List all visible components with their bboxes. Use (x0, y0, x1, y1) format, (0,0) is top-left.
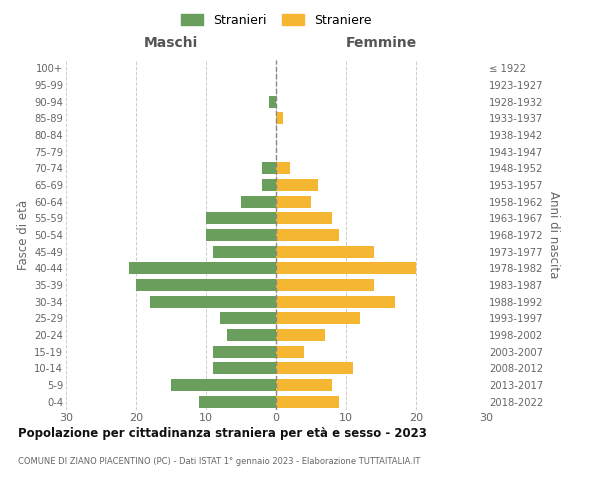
Bar (213, 246, 276, 258)
Bar (276, 329, 325, 341)
Bar (276, 362, 353, 374)
Bar (262, 179, 276, 191)
Bar (136, 279, 276, 291)
Bar (276, 179, 318, 191)
Y-axis label: Anni di nascita: Anni di nascita (547, 192, 560, 278)
Bar (206, 229, 276, 241)
Bar (276, 379, 332, 391)
Text: Maschi: Maschi (144, 36, 198, 50)
Bar (276, 262, 416, 274)
Legend: Stranieri, Straniere: Stranieri, Straniere (176, 8, 377, 32)
Y-axis label: Fasce di età: Fasce di età (17, 200, 30, 270)
Bar (199, 396, 276, 407)
Bar (276, 196, 311, 207)
Bar (129, 262, 276, 274)
Text: COMUNE DI ZIANO PIACENTINO (PC) - Dati ISTAT 1° gennaio 2023 - Elaborazione TUTT: COMUNE DI ZIANO PIACENTINO (PC) - Dati I… (18, 458, 421, 466)
Bar (269, 96, 276, 108)
Bar (276, 246, 374, 258)
Bar (276, 212, 332, 224)
Bar (276, 279, 374, 291)
Bar (227, 329, 276, 341)
Bar (213, 362, 276, 374)
Bar (206, 212, 276, 224)
Bar (276, 312, 360, 324)
Bar (262, 162, 276, 174)
Bar (241, 196, 276, 207)
Bar (150, 296, 276, 308)
Text: Femmine: Femmine (346, 36, 416, 50)
Bar (213, 346, 276, 358)
Text: Popolazione per cittadinanza straniera per età e sesso - 2023: Popolazione per cittadinanza straniera p… (18, 428, 427, 440)
Bar (171, 379, 276, 391)
Bar (220, 312, 276, 324)
Bar (276, 162, 290, 174)
Bar (276, 112, 283, 124)
Bar (276, 346, 304, 358)
Bar (276, 396, 339, 407)
Bar (276, 229, 339, 241)
Bar (276, 296, 395, 308)
